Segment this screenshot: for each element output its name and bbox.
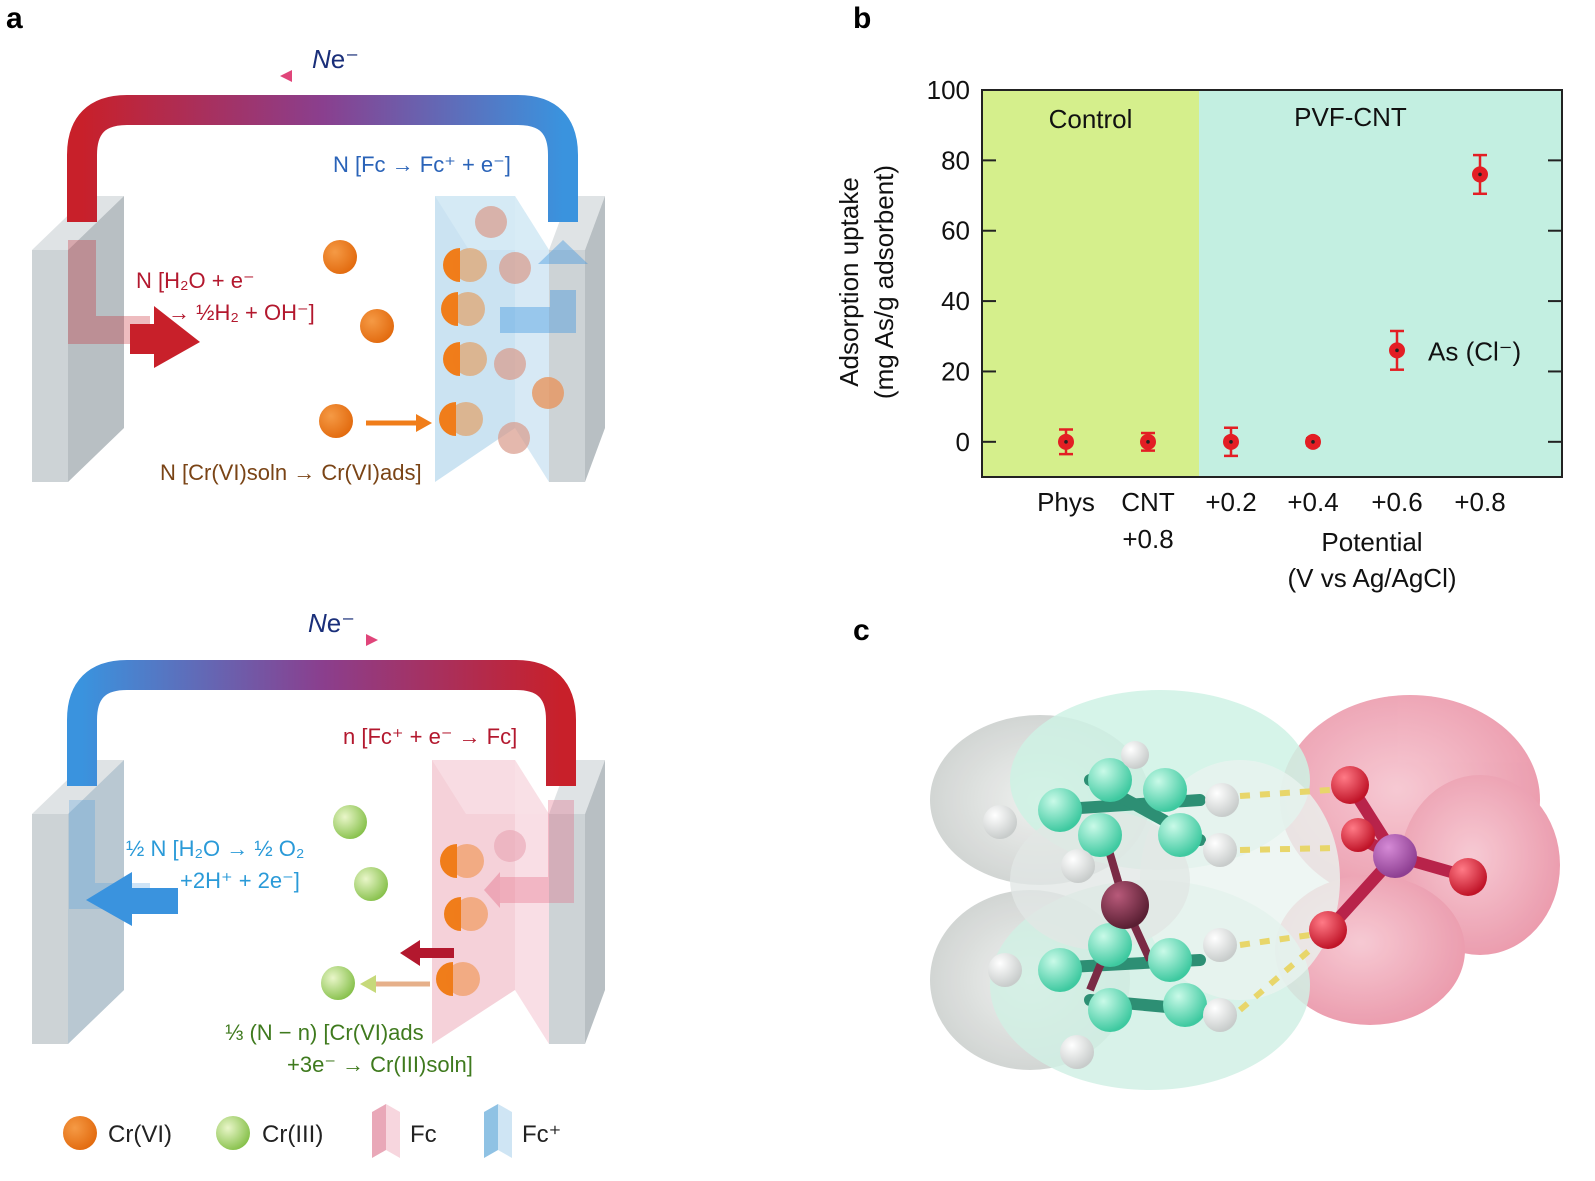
x-axis-label-line1: Potential [1321,527,1422,557]
x-tick-label: +0.8 [1122,524,1173,554]
adsorbed-cr6 [439,402,456,436]
electron-label-bottom: Ne⁻ [308,608,355,638]
y-tick-label: 100 [927,75,970,105]
data-point [1140,431,1156,452]
panel-label-a: a [6,2,23,35]
cell-diagram-top: Ne⁻ N [Fc → Fc⁺ + e⁻] N [H₂O + e⁻ → ½H₂ … [32,44,605,485]
adsorbed-cr6 [444,897,461,931]
arsenate-anion [1309,766,1487,949]
adsorption-reaction: N [Cr(VI)soln → Cr(VI)ads] [160,460,422,485]
water-oxidation-line2: +2H⁺ + 2e⁻] [180,868,300,893]
y-tick-label: 60 [941,216,970,246]
x-axis-label-line2: (V vs Ag/AgCl) [1287,563,1456,593]
left-electrode-top [32,196,124,482]
external-wire-bottom [67,660,576,786]
y-tick-label: 0 [956,427,970,457]
electron-arrow-left-bottom [86,872,132,926]
electron-path-right-top [500,290,576,333]
hydrogen-bonds [1238,787,1336,1013]
iron-atom [1101,881,1149,929]
cr3-ion [354,867,388,901]
legend: Cr(VI) Cr(III) Fc Fc⁺ [63,1104,561,1158]
x-axis: Phys CNT +0.8 +0.2 +0.4 +0.6 +0.8 [1037,487,1506,554]
y-axis-label-line1: Adsorption uptake [834,177,864,387]
electron-path-right-bottom [500,800,574,903]
electron-arrow-left-top [154,306,200,368]
cr6-ion [319,404,353,438]
right-electrode-bottom [432,760,605,1044]
panel-label-b: b [853,2,871,35]
orange-sphere-icon [63,1116,97,1150]
x-tick-label: +0.8 [1454,487,1505,517]
legend-label: Fc [410,1121,437,1148]
panel-label-c: c [853,614,870,647]
water-reduction-line2: → ½H₂ + OH⁻] [168,300,315,325]
y-tick-label: 80 [941,145,970,175]
data-point [1472,153,1488,196]
legend-label: Cr(VI) [108,1121,172,1148]
x-tick-label: Phys [1037,487,1095,517]
electron-path-left-top [68,240,150,344]
cyclopentadienyl-ring-top [1038,758,1202,857]
control-region [982,90,1199,477]
hydrogen-atoms [983,741,1239,1069]
green-sphere-icon [216,1116,250,1150]
cr6-ion [323,240,357,274]
data-point [1389,329,1405,371]
legend-label: Fc⁺ [522,1121,561,1148]
data-point [1058,428,1074,456]
cr-reduction-line2: +3e⁻ → Cr(III)soln] [287,1052,473,1077]
y-tick-label: 20 [941,356,970,386]
cyclopentadienyl-ring-bottom [1038,923,1207,1032]
legend-label: Cr(III) [262,1121,323,1148]
y-axis: 0 20 40 60 80 100 [927,75,1562,457]
x-tick-label: +0.2 [1205,487,1256,517]
water-oxidation-line1: ½ N [H₂O → ½ O₂ [126,836,304,861]
cr6-ion [360,309,394,343]
region-label-pvf-cnt: PVF-CNT [1294,102,1407,132]
y-tick-label: 40 [941,286,970,316]
data-series [1058,153,1488,458]
water-reduction-line1: N [H₂O + e⁻ [136,268,255,293]
cell-diagram-bottom: Ne⁻ n [Fc⁺ + e⁻ → Fc] ½ N [H₂O → ½ O₂ +2… [32,608,605,1077]
region-label-control: Control [1049,104,1133,134]
x-tick-label: +0.6 [1371,487,1422,517]
cr3-ion [333,805,367,839]
series-label: As (Cl⁻) [1428,336,1521,366]
data-point [1305,433,1321,450]
adsorption-chart: Control PVF-CNT 0 20 40 60 80 100 Phys CNT +0.8… [834,75,1563,593]
cr-reduction-line1: ⅓ (N − n) [Cr(VI)ads [225,1020,424,1045]
plot-frame [981,89,1563,478]
data-point [1223,426,1239,458]
pink-electrode-icon [372,1104,400,1158]
adsorbed-cr6 [443,248,460,282]
cr3-ion [321,966,355,1000]
molecular-model [930,690,1560,1090]
fc-reduction-reaction: n [Fc⁺ + e⁻ → Fc] [343,724,517,749]
y-axis-label-line2: (mg As/g adsorbent) [869,165,899,399]
adsorbed-cr6 [436,962,453,996]
external-wire-top [67,95,578,222]
x-tick-label: +0.4 [1287,487,1338,517]
x-tick-label: CNT [1121,487,1175,517]
pvf-cnt-region [1199,90,1562,477]
adsorbed-cr6 [441,292,458,326]
electron-label-top: Ne⁻ [312,44,359,74]
fc-oxidation-reaction: N [Fc → Fc⁺ + e⁻] [333,152,511,177]
adsorbed-cr6 [443,342,460,376]
blue-electrode-icon [484,1104,512,1158]
adsorbed-cr6 [440,844,457,878]
